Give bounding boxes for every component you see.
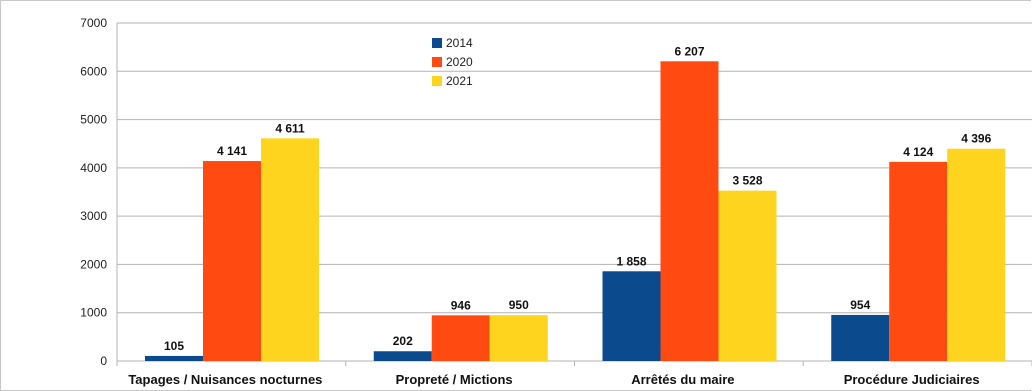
data-label: 1 858 xyxy=(616,254,646,268)
y-tick-label: 0 xyxy=(100,354,107,368)
data-label: 950 xyxy=(509,298,529,312)
category-label: Propreté / Mictions xyxy=(396,372,513,387)
bar-2020 xyxy=(889,161,948,361)
legend-label: 2020 xyxy=(446,55,473,69)
bars xyxy=(145,61,1006,361)
data-label: 954 xyxy=(850,298,870,312)
bar-2020 xyxy=(431,315,490,361)
data-label: 3 528 xyxy=(732,174,762,188)
data-label: 105 xyxy=(164,339,184,353)
legend-swatch-2020 xyxy=(432,57,442,67)
y-tick-label: 6000 xyxy=(80,64,107,78)
bar-2014 xyxy=(145,355,203,361)
data-label: 4 611 xyxy=(275,121,305,135)
data-label: 6 207 xyxy=(674,44,704,58)
legend-swatch-2014 xyxy=(432,38,442,48)
data-label: 4 124 xyxy=(903,145,933,159)
category-label: Arrêtés du maire xyxy=(631,372,734,387)
category-label: Tapages / Nuisances nocturnes xyxy=(128,372,322,387)
y-tick-label: 7000 xyxy=(80,16,107,30)
legend-swatch-2021 xyxy=(432,76,442,86)
data-label: 4 141 xyxy=(217,144,247,158)
bar-2021 xyxy=(947,148,1006,361)
data-label: 4 396 xyxy=(961,132,991,146)
data-label: 202 xyxy=(393,334,413,348)
y-tick-label: 2000 xyxy=(80,257,107,271)
bar-2020 xyxy=(203,161,261,361)
x-axis-labels: Tapages / Nuisances nocturnes Propreté / … xyxy=(128,372,979,387)
y-tick-label: 5000 xyxy=(80,113,107,127)
bar-2021 xyxy=(261,138,319,361)
legend-label: 2021 xyxy=(446,74,473,88)
bar-2014 xyxy=(602,271,661,361)
data-labels: 105 4 141 4 611 202 946 950 1 858 6 207 3 528 954… xyxy=(164,44,992,353)
bar-2021 xyxy=(718,190,777,361)
y-axis-ticks: 0 1000 2000 3000 4000 5000 6000 7000 xyxy=(80,16,107,368)
bar-2021 xyxy=(489,315,548,361)
y-tick-label: 1000 xyxy=(80,306,107,320)
category-label: Procédure Judiciaires xyxy=(844,372,980,387)
bar-2014 xyxy=(831,314,890,361)
y-tick-label: 4000 xyxy=(80,161,107,175)
legend: 2014 2020 2021 xyxy=(432,36,473,88)
bar-2014 xyxy=(373,351,432,361)
data-label: 946 xyxy=(451,298,471,312)
legend-label: 2014 xyxy=(446,36,473,50)
y-tick-label: 3000 xyxy=(80,209,107,223)
bar-2020 xyxy=(660,61,719,361)
